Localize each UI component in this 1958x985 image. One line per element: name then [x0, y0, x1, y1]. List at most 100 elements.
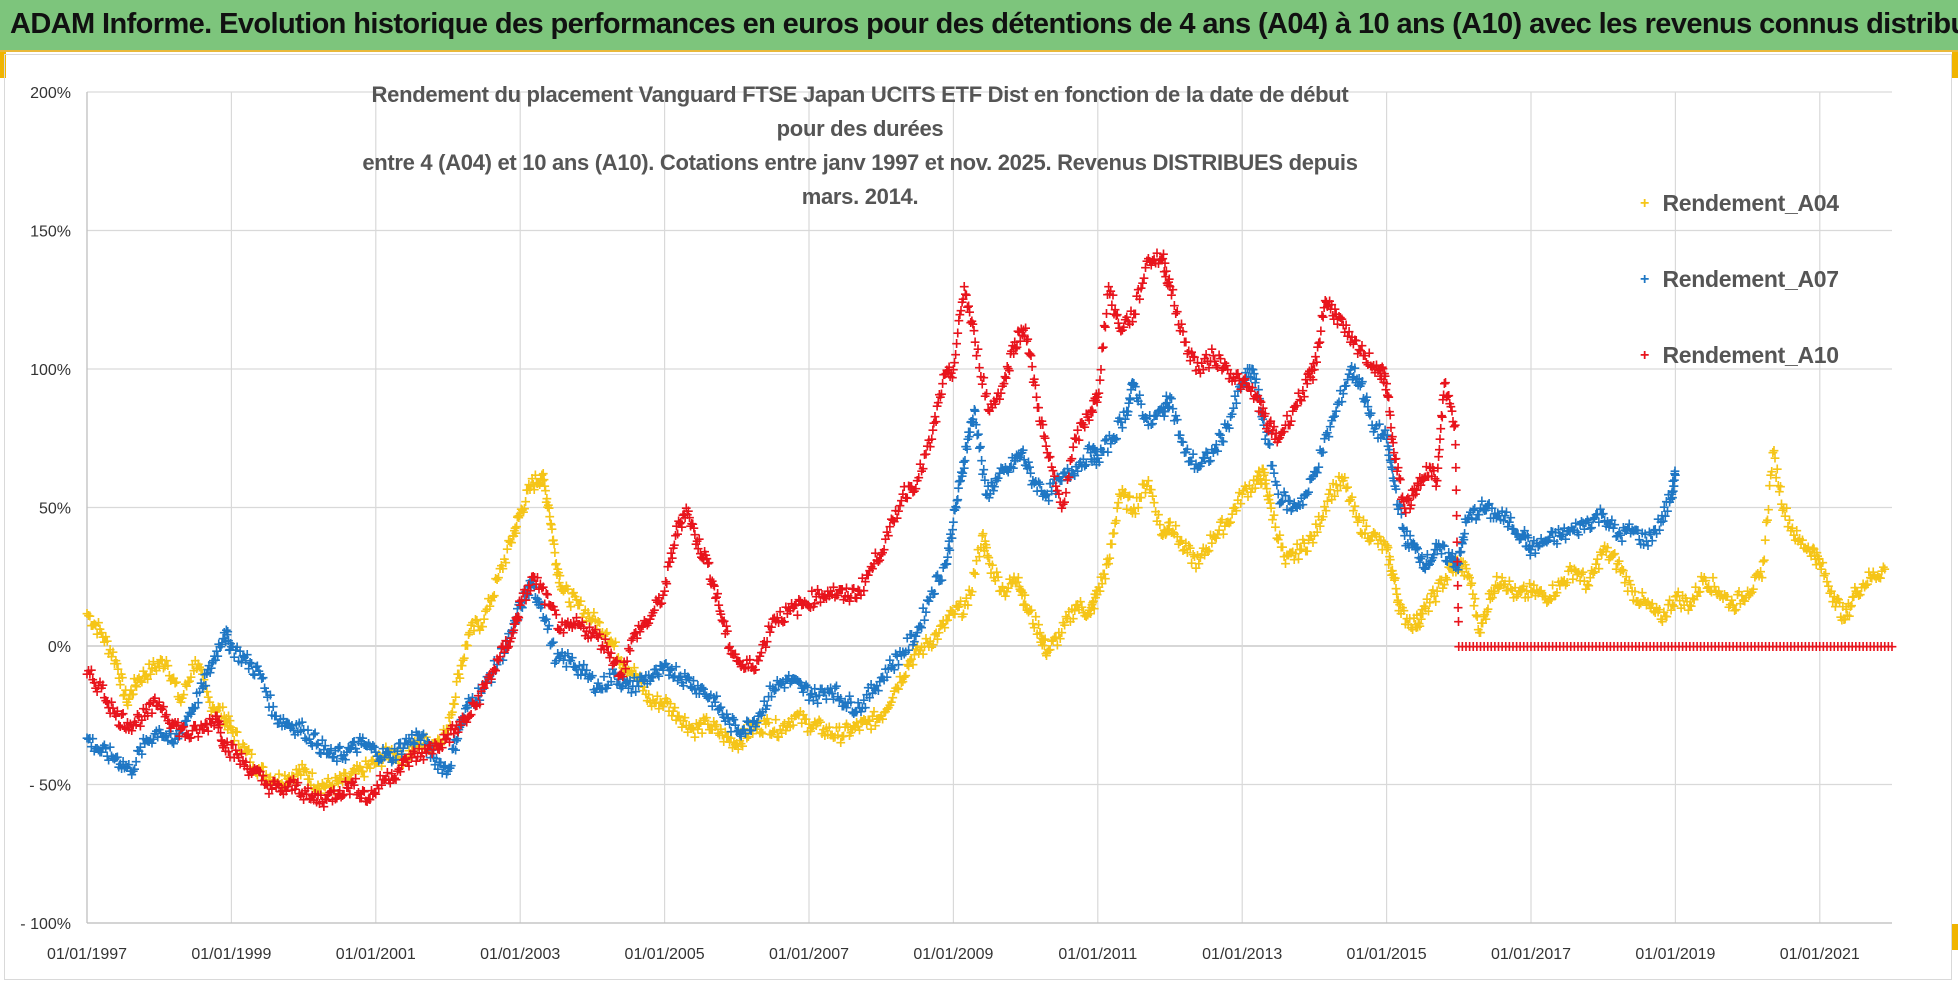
data-point: + [597, 682, 609, 698]
data-point: + [295, 767, 307, 783]
data-point: + [793, 674, 805, 690]
data-point: + [552, 562, 564, 578]
data-point: + [1393, 603, 1405, 619]
data-point: + [1476, 494, 1488, 510]
data-point: + [1535, 531, 1547, 547]
data-point: + [166, 734, 178, 750]
data-point: + [1678, 597, 1690, 613]
data-point: + [1354, 379, 1366, 395]
data-point: + [1638, 592, 1650, 608]
data-point: + [1586, 520, 1598, 536]
data-point: + [1425, 554, 1437, 570]
data-point: + [439, 758, 451, 774]
data-point: + [978, 462, 990, 478]
data-point: + [1036, 483, 1048, 499]
data-point: + [305, 736, 317, 752]
data-point: + [1628, 593, 1640, 609]
data-point: + [1358, 513, 1370, 529]
data-point: + [659, 694, 671, 710]
data-point: + [1256, 409, 1268, 425]
data-point: + [1623, 573, 1635, 589]
data-point: + [250, 765, 262, 781]
data-point: + [1364, 408, 1376, 424]
data-point: + [1362, 531, 1374, 547]
data-point: + [579, 602, 591, 618]
data-point: + [113, 759, 125, 775]
data-point: + [676, 719, 688, 735]
data-point: + [1036, 637, 1048, 653]
data-point: + [1256, 476, 1268, 492]
data-point: + [1477, 615, 1489, 631]
data-point: + [366, 754, 378, 770]
data-point: + [1527, 585, 1539, 601]
y-tick-label: 150% [30, 224, 71, 241]
data-point: + [257, 670, 269, 686]
data-point: + [1586, 563, 1598, 579]
data-point: + [1186, 555, 1198, 571]
data-point: + [792, 706, 804, 722]
data-point: + [1213, 522, 1225, 538]
data-point: + [1545, 592, 1557, 608]
data-point: + [613, 672, 625, 688]
data-point: + [267, 774, 279, 790]
data-point: + [1193, 556, 1205, 572]
data-point: + [1580, 515, 1592, 531]
data-point: + [872, 711, 884, 727]
data-point: + [1301, 487, 1313, 503]
data-point: + [634, 669, 646, 685]
data-point: + [926, 639, 938, 655]
data-point: + [1632, 594, 1644, 610]
data-point: + [781, 672, 793, 688]
data-point: + [98, 737, 110, 753]
data-point: + [1465, 578, 1477, 594]
data-point: + [969, 566, 981, 582]
data-point: + [803, 693, 815, 709]
data-point: + [562, 582, 574, 598]
data-point: + [963, 425, 975, 441]
data-point: + [376, 758, 388, 774]
data-point: + [315, 746, 327, 762]
data-point: + [987, 478, 999, 494]
data-point: + [666, 708, 678, 724]
data-point: + [992, 570, 1004, 586]
data-point: + [806, 721, 818, 737]
data-point: + [1158, 526, 1170, 542]
data-point: + [1176, 434, 1188, 450]
data-point: + [451, 674, 463, 690]
data-point: + [524, 573, 536, 589]
data-point: + [1392, 593, 1404, 609]
data-point: + [383, 745, 395, 761]
legend-item-a10: + Rendement_A10 [1640, 342, 1839, 380]
data-point: + [631, 670, 643, 686]
data-point: + [1848, 589, 1860, 605]
data-point: + [626, 685, 638, 701]
data-point: + [436, 766, 448, 782]
data-point: + [932, 568, 944, 584]
data-point: + [1219, 519, 1231, 535]
data-point: + [990, 471, 1002, 487]
data-point: + [1372, 536, 1384, 552]
data-point: + [1324, 419, 1336, 435]
data-point: + [585, 613, 597, 629]
data-point: + [314, 745, 326, 761]
data-point: + [617, 678, 629, 694]
data-point: + [983, 550, 995, 566]
data-point: + [1801, 542, 1813, 558]
data-point: + [1232, 383, 1244, 399]
data-point: + [1729, 603, 1741, 619]
data-point: + [1350, 509, 1362, 525]
data-point: + [1454, 559, 1466, 575]
data-point: + [1278, 485, 1290, 501]
data-point: + [1505, 581, 1517, 597]
data-point: + [357, 731, 369, 747]
data-point: + [1300, 544, 1312, 560]
data-point: + [611, 676, 623, 692]
data-point: + [328, 783, 340, 799]
data-point: + [1002, 464, 1014, 480]
data-point: + [1179, 542, 1191, 558]
data-point: + [412, 727, 424, 743]
data-point: + [187, 657, 199, 673]
data-point: + [1098, 566, 1110, 582]
data-point: + [826, 686, 838, 702]
data-point: + [510, 615, 522, 631]
